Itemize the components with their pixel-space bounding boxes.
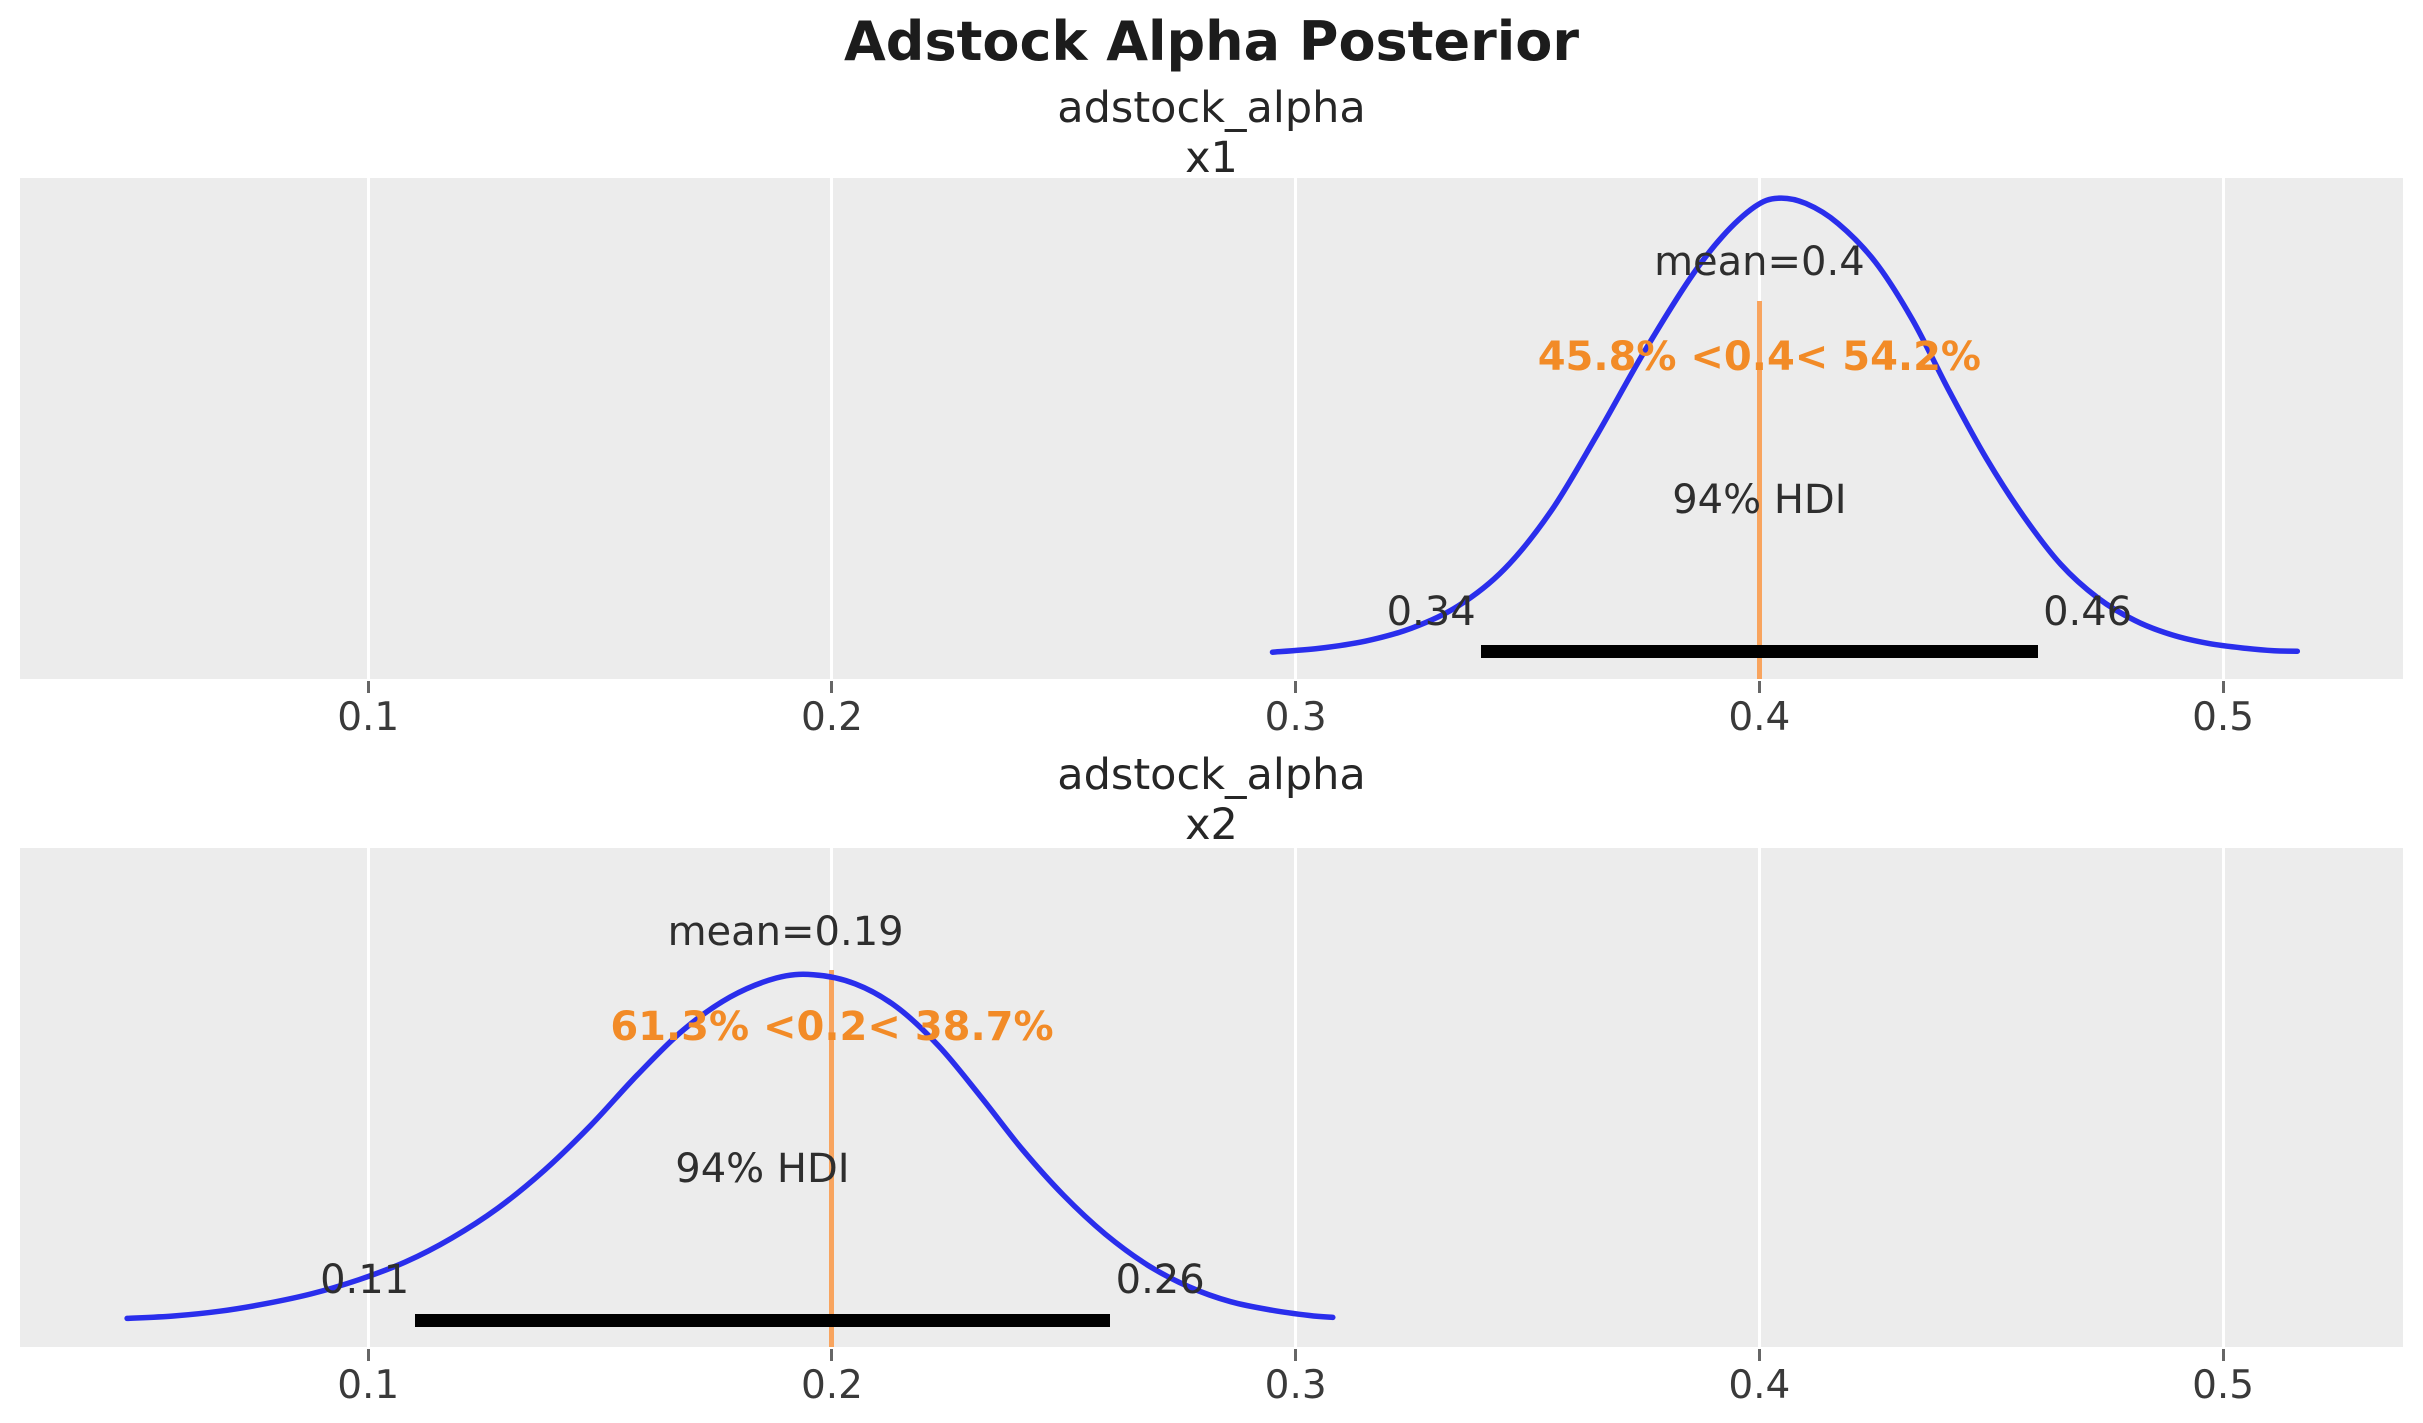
gridline <box>2221 848 2225 1347</box>
gridline <box>2221 178 2225 679</box>
x-axis-subplot2: 0.1 0.2 0.3 0.4 0.5 <box>20 1347 2403 1411</box>
subplot1-title: adstock_alpha x1 <box>0 83 2423 183</box>
subplot1-title-varname: adstock_alpha <box>1057 83 1366 133</box>
tick-mark <box>830 1349 834 1361</box>
subplot2-title: adstock_alpha x2 <box>0 750 2423 850</box>
tick-label: 0.3 <box>1264 1363 1327 1408</box>
hdi-upper-label: 0.46 <box>2043 588 2133 635</box>
density-panel-x2: mean=0.19 61.3% <0.2< 38.7% 94% HDI 0.11… <box>20 848 2403 1347</box>
tick-label: 0.1 <box>337 695 400 740</box>
kde-curve-path <box>124 971 1336 1322</box>
tick-label: 0.4 <box>1728 695 1791 740</box>
subplot1-title-coord: x1 <box>1185 133 1238 183</box>
x-axis-subplot1: 0.1 0.2 0.3 0.4 0.5 <box>20 679 2403 743</box>
ref-value-line <box>829 970 835 1347</box>
kde-curve <box>1269 195 2301 655</box>
tick-label: 0.5 <box>2192 1363 2255 1408</box>
gridline <box>1294 178 1298 679</box>
tick-mark <box>830 681 834 693</box>
tick-mark <box>366 681 370 693</box>
tick-label: 0.4 <box>1728 1363 1791 1408</box>
hdi-bar <box>414 1313 1111 1327</box>
gridline <box>1294 848 1298 1347</box>
kde-curve <box>124 971 1336 1322</box>
tick-mark <box>1294 681 1298 693</box>
hdi-upper-label: 0.26 <box>1115 1257 1205 1304</box>
tick-mark <box>1294 1349 1298 1361</box>
hdi-label: 94% HDI <box>1672 477 1847 524</box>
tick-mark <box>1757 1349 1761 1361</box>
tick-mark <box>366 1349 370 1361</box>
tick-mark <box>1757 681 1761 693</box>
gridline <box>1757 848 1761 1347</box>
gridline <box>366 178 370 679</box>
subplot2-title-varname: adstock_alpha <box>1057 750 1366 800</box>
hdi-label: 94% HDI <box>675 1145 850 1192</box>
tick-label: 0.2 <box>800 1363 863 1408</box>
tick-mark <box>2221 681 2225 693</box>
kde-curve-path <box>1269 195 2301 655</box>
hdi-lower-label: 0.34 <box>1386 588 1476 635</box>
tick-label: 0.5 <box>2192 695 2255 740</box>
figure-title: Adstock Alpha Posterior <box>844 10 1579 73</box>
gridline <box>366 848 370 1347</box>
ref-value-line <box>1756 300 1762 679</box>
gridline <box>830 178 834 679</box>
ref-percentages-label: 45.8% <0.4< 54.2% <box>1537 334 1981 381</box>
mean-label: mean=0.19 <box>667 908 904 955</box>
hdi-bar <box>1481 645 2038 659</box>
tick-mark <box>2221 1349 2225 1361</box>
tick-label: 0.2 <box>800 695 863 740</box>
mean-label: mean=0.4 <box>1654 239 1865 286</box>
subplot2-title-coord: x2 <box>1185 800 1238 850</box>
tick-label: 0.3 <box>1264 695 1327 740</box>
hdi-lower-label: 0.11 <box>320 1257 410 1304</box>
density-panel-x1: mean=0.4 45.8% <0.4< 54.2% 94% HDI 0.34 … <box>20 178 2403 679</box>
tick-label: 0.1 <box>337 1363 400 1408</box>
ref-percentages-label: 61.3% <0.2< 38.7% <box>610 1003 1054 1050</box>
